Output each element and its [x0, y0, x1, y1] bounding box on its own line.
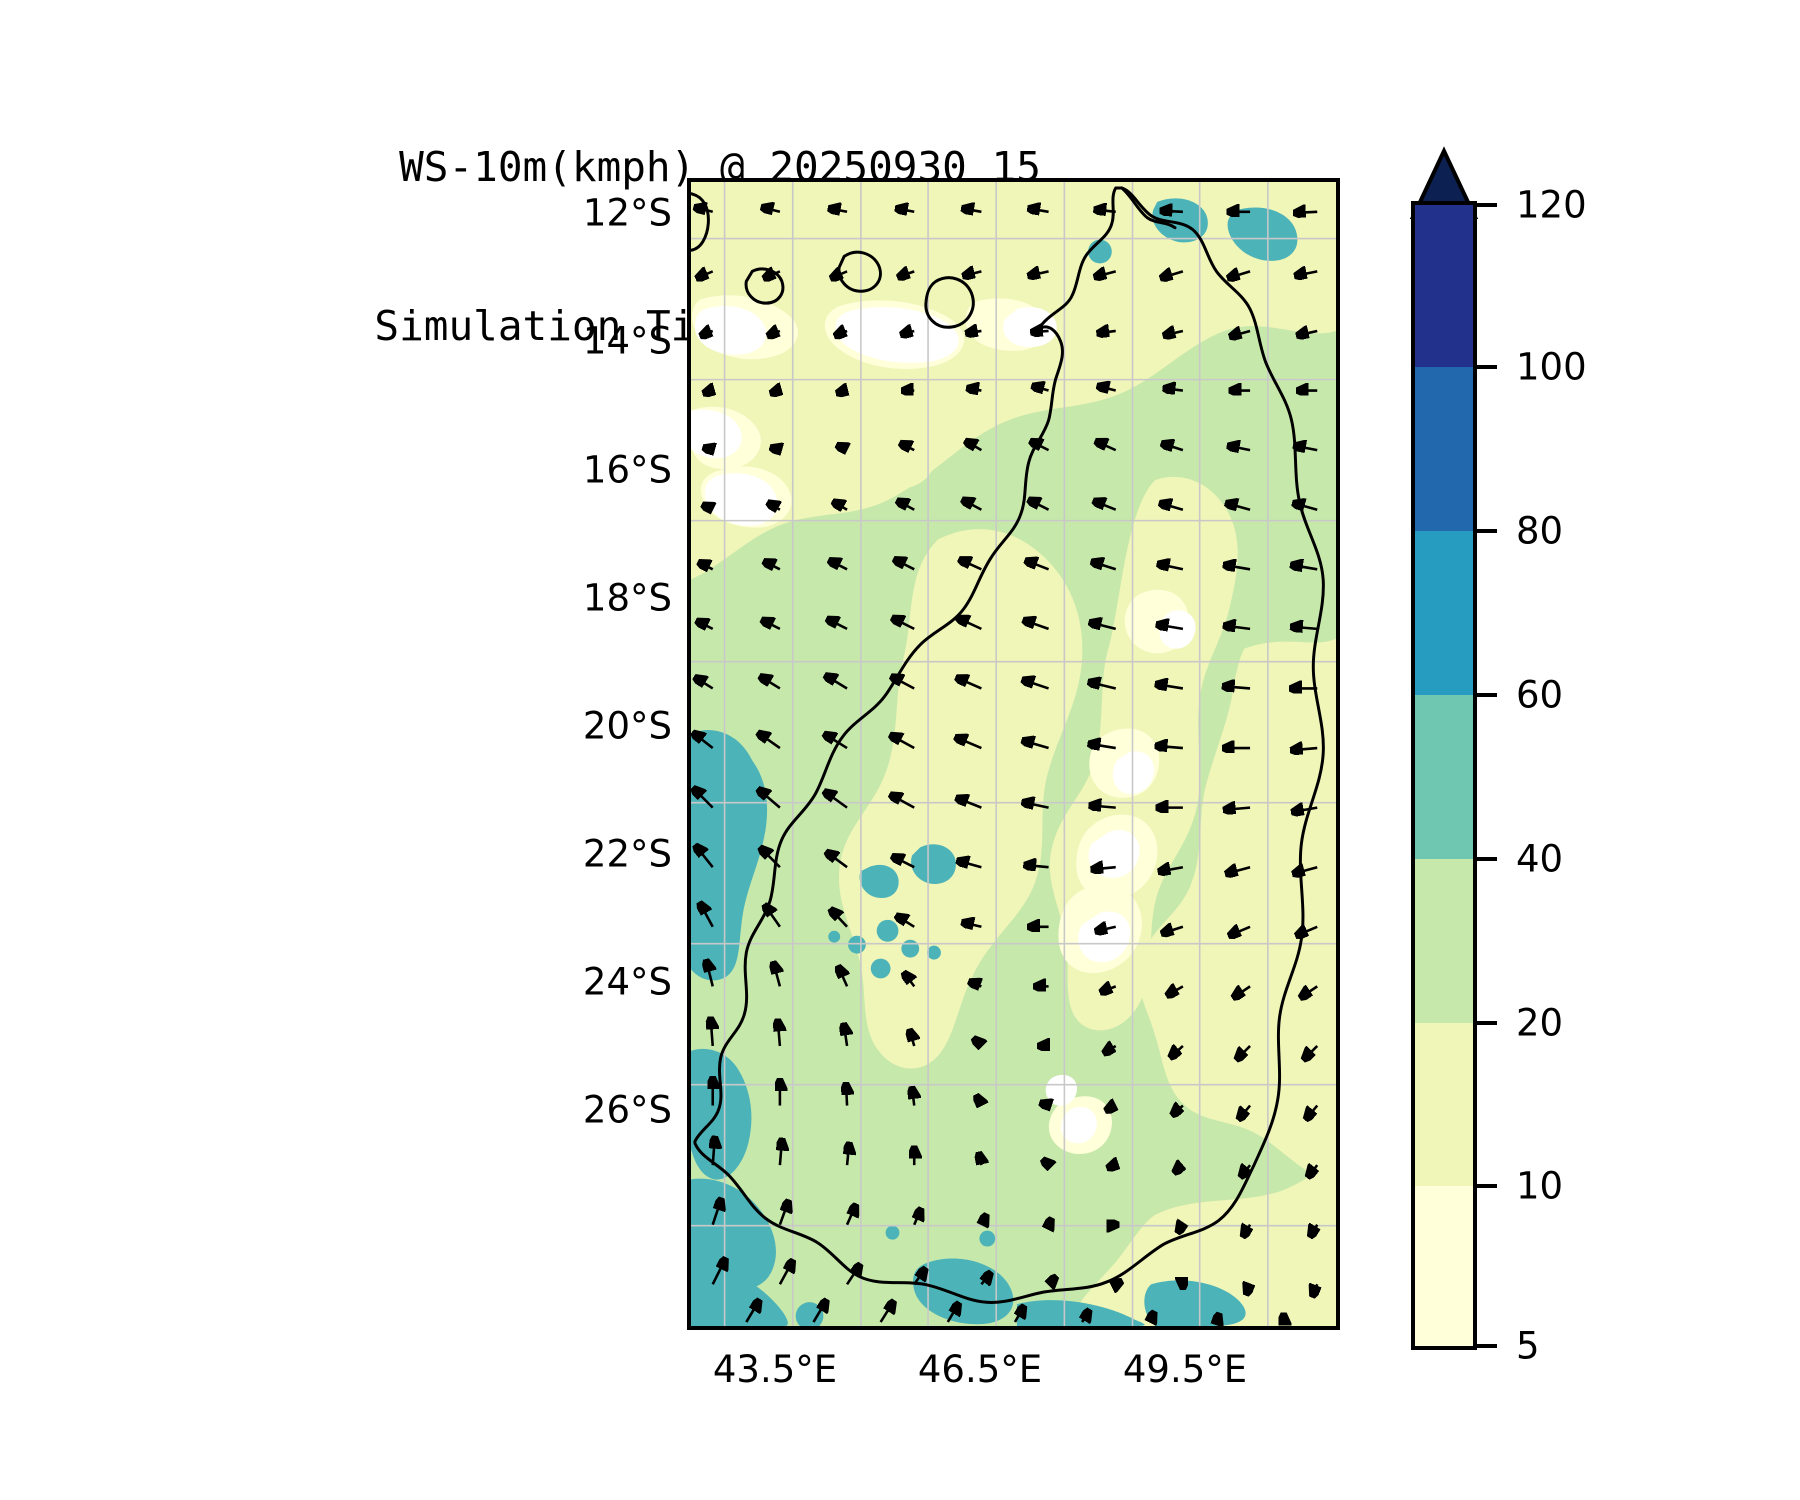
colorbar-tick-label-100: 100	[1516, 345, 1587, 389]
colorbar-band-10-20	[1413, 1023, 1475, 1186]
map-axes[interactable]	[687, 178, 1340, 1330]
colorbar-tick-label-10: 10	[1516, 1164, 1564, 1208]
ytick-label-20s: 20°S	[582, 704, 672, 748]
ytick-label-14s: 14°S	[582, 319, 672, 363]
wind-vector-field	[695, 208, 1317, 1322]
colorbar-outline	[1411, 201, 1477, 1350]
map-plot-area	[691, 182, 1336, 1326]
colorbar-gradient	[1409, 146, 1497, 1350]
ytick-label-22s: 22°S	[582, 832, 672, 876]
colorbar-band-80-100	[1413, 367, 1475, 531]
ytick-label-12s: 12°S	[582, 191, 672, 235]
colorbar-tick-label-60: 60	[1516, 673, 1564, 717]
colorbar-tick-label-120: 120	[1516, 183, 1587, 227]
colorbar-ticks	[1475, 203, 1497, 1348]
xtick-label-43-5e: 43.5°E	[712, 1348, 838, 1391]
colorbar-tick-label-20: 20	[1516, 1001, 1564, 1045]
colorbar-band-40-60	[1413, 695, 1475, 859]
colorbar-tick-label-80: 80	[1516, 509, 1564, 553]
ytick-label-16s: 16°S	[582, 448, 672, 492]
colorbar-tick-label-5: 5	[1516, 1324, 1540, 1368]
colorbar-band-100-120	[1413, 203, 1475, 367]
colorbar-tick-label-40: 40	[1516, 837, 1564, 881]
wind-speed-contour-map	[691, 182, 1336, 1326]
ytick-label-24s: 24°S	[582, 960, 672, 1004]
xtick-label-49-5e: 49.5°E	[1122, 1348, 1248, 1391]
ytick-label-26s: 26°S	[582, 1088, 672, 1132]
colorbar-band-20-40	[1413, 859, 1475, 1023]
colorbar[interactable]	[1409, 146, 1497, 1350]
colorbar-band-5-10	[1413, 1186, 1475, 1348]
ytick-label-18s: 18°S	[582, 576, 672, 620]
colorbar-band-60-80	[1413, 531, 1475, 695]
xtick-label-46-5e: 46.5°E	[917, 1348, 1043, 1391]
coastline	[691, 186, 1325, 1304]
